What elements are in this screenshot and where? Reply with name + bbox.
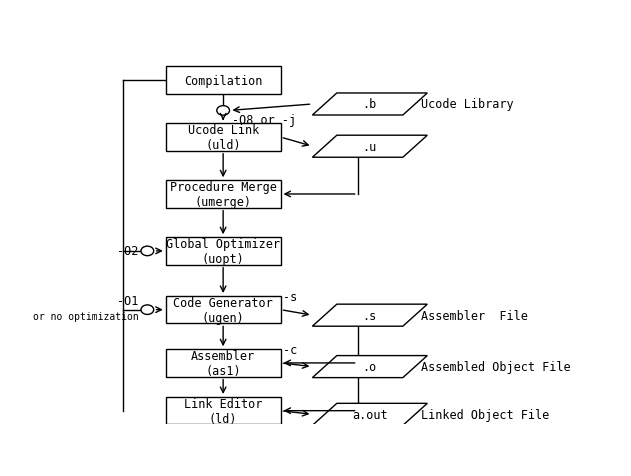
Bar bbox=[166, 349, 281, 377]
Text: Link Editor
(ld): Link Editor (ld) bbox=[184, 397, 262, 425]
Text: Ucode Library: Ucode Library bbox=[422, 98, 514, 111]
Polygon shape bbox=[312, 94, 427, 116]
Text: Global Optimizer
(uopt): Global Optimizer (uopt) bbox=[166, 238, 280, 265]
Bar bbox=[166, 296, 281, 324]
Text: Code Generator
(ugen): Code Generator (ugen) bbox=[174, 296, 273, 324]
Text: -c: -c bbox=[283, 344, 297, 357]
Bar bbox=[166, 238, 281, 265]
Polygon shape bbox=[312, 404, 427, 426]
Polygon shape bbox=[312, 136, 427, 158]
Text: .s: .s bbox=[363, 309, 377, 322]
Text: -O8 or -j: -O8 or -j bbox=[232, 113, 296, 127]
Circle shape bbox=[217, 107, 230, 116]
Bar bbox=[166, 397, 281, 425]
Text: -O1: -O1 bbox=[117, 294, 139, 307]
Text: .o: .o bbox=[363, 360, 377, 373]
Bar bbox=[166, 67, 281, 95]
Text: -O2: -O2 bbox=[117, 245, 139, 258]
Text: .u: .u bbox=[363, 140, 377, 153]
Text: Assembled Object File: Assembled Object File bbox=[422, 360, 571, 373]
Polygon shape bbox=[312, 356, 427, 378]
Text: .b: .b bbox=[363, 98, 377, 111]
Bar bbox=[166, 181, 281, 208]
Text: Linked Object File: Linked Object File bbox=[422, 408, 550, 421]
Circle shape bbox=[141, 247, 154, 256]
Text: Ucode Link
(uld): Ucode Link (uld) bbox=[187, 124, 259, 152]
Text: or no optimization: or no optimization bbox=[33, 312, 139, 322]
Circle shape bbox=[141, 305, 154, 315]
Text: -s: -s bbox=[283, 290, 297, 303]
Text: Assembler  File: Assembler File bbox=[422, 309, 528, 322]
Bar bbox=[166, 124, 281, 151]
Text: Procedure Merge
(umerge): Procedure Merge (umerge) bbox=[170, 180, 276, 208]
Polygon shape bbox=[312, 305, 427, 327]
Text: Assembler
(as1): Assembler (as1) bbox=[191, 349, 255, 377]
Text: a.out: a.out bbox=[352, 408, 387, 421]
Text: Compilation: Compilation bbox=[184, 74, 262, 88]
